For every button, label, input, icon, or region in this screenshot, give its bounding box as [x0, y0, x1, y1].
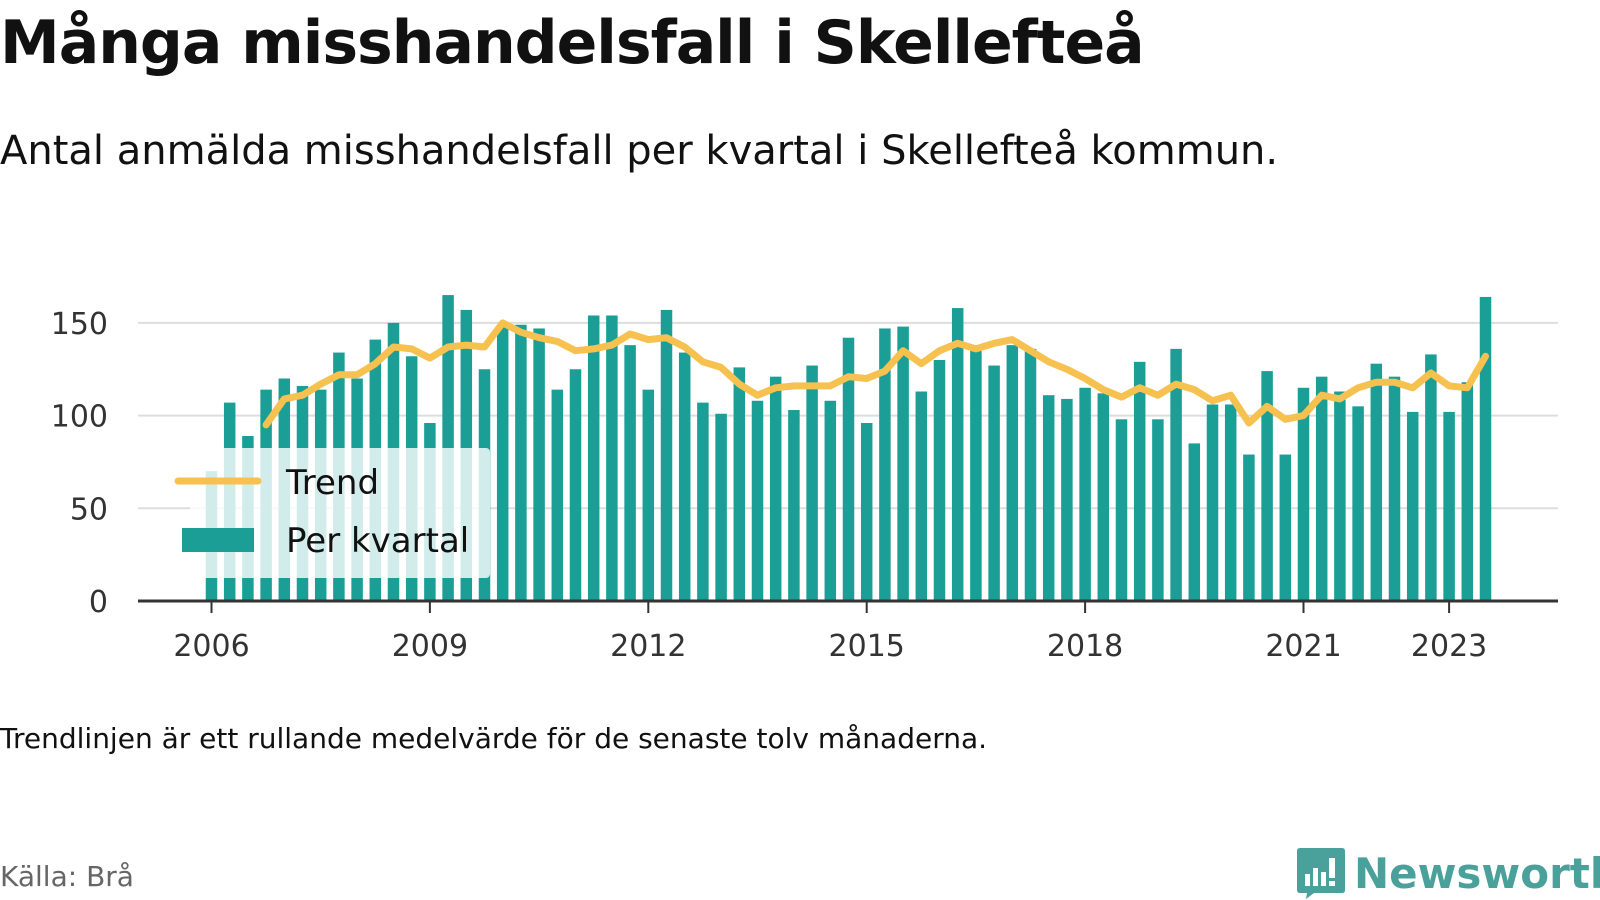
bar — [1243, 454, 1255, 601]
bar — [1079, 387, 1091, 601]
x-tick-label: 2015 — [829, 629, 905, 664]
bar — [951, 308, 964, 601]
legend-trend-label: Trend — [285, 463, 379, 503]
footnote: Trendlinjen är ett rullande medelvärde f… — [0, 722, 988, 755]
bar — [824, 400, 837, 601]
y-tick-label: 100 — [51, 400, 108, 435]
bar — [1352, 406, 1364, 601]
bar — [1115, 419, 1128, 601]
y-tick-label: 0 — [89, 585, 108, 620]
legend-bar-label: Per kvartal — [286, 521, 469, 561]
newsworthy-logo-icon — [1297, 848, 1345, 899]
newsworthy-logo: Newsworthy — [1296, 846, 1600, 900]
trend-line — [262, 319, 1489, 429]
bar — [678, 352, 691, 601]
x-tick-label: 2009 — [392, 629, 468, 664]
bar — [1279, 454, 1292, 601]
bar — [515, 324, 527, 601]
bar — [624, 345, 636, 601]
bar — [1170, 348, 1182, 601]
bar — [642, 389, 655, 601]
bar — [988, 365, 1000, 601]
y-tick-label: 150 — [51, 307, 108, 342]
bar — [551, 389, 564, 601]
bar — [769, 376, 782, 601]
bar — [1334, 391, 1346, 601]
legend-bar-swatch — [182, 528, 254, 552]
bar — [1024, 348, 1037, 601]
legend-background — [190, 448, 490, 578]
bar — [879, 328, 891, 601]
x-tick-label: 2023 — [1411, 629, 1487, 664]
bar — [715, 413, 727, 601]
x-tick-label: 2018 — [1047, 629, 1123, 664]
bar — [733, 367, 746, 601]
bar — [860, 423, 873, 601]
bar — [842, 337, 855, 601]
bar — [788, 410, 800, 601]
bar — [697, 402, 709, 601]
bar — [660, 309, 673, 601]
bar — [1006, 345, 1019, 601]
bar — [970, 350, 982, 601]
source-label: Källa: Brå — [0, 860, 134, 893]
y-tick-label: 50 — [70, 492, 108, 527]
bar — [1406, 411, 1419, 601]
y-axis-ticks: 0 50 100 150 — [51, 307, 108, 620]
bar — [1261, 371, 1273, 601]
legend: Trend Per kvartal — [174, 448, 490, 578]
bar — [806, 365, 818, 601]
bar — [1152, 419, 1164, 601]
bar — [1061, 398, 1073, 601]
bar — [606, 315, 618, 601]
bar — [1315, 376, 1328, 601]
x-tick-label: 2006 — [173, 629, 249, 664]
bar — [1388, 376, 1401, 601]
bar — [1370, 363, 1383, 601]
brand-name: Newsworthy — [1354, 848, 1600, 898]
bar — [1042, 395, 1055, 601]
chart: Trend Per kvartal 0 50 100 150 2006 2009 2012… — [51, 295, 1558, 664]
bar — [1461, 382, 1474, 601]
bar — [587, 315, 600, 601]
bar — [1297, 387, 1310, 601]
bar — [1425, 354, 1437, 601]
x-tick-label: 2021 — [1265, 629, 1341, 664]
bar — [569, 369, 582, 601]
bar — [933, 359, 946, 601]
bar — [496, 326, 509, 601]
bar — [1188, 443, 1201, 601]
bar — [1133, 361, 1146, 601]
trend-series — [262, 319, 1489, 429]
x-axis-ticks: 2006 2009 2012 2015 2018 2021 2023 — [173, 601, 1487, 664]
bar — [751, 400, 764, 601]
chart-subtitle: Antal anmälda misshandelsfall per kvarta… — [0, 128, 1279, 174]
bar — [1443, 411, 1455, 601]
bar — [915, 391, 928, 601]
bar — [1479, 296, 1492, 601]
bar — [1224, 404, 1237, 601]
chart-title: Många misshandelsfall i Skellefteå — [0, 8, 1145, 78]
bar — [1206, 404, 1219, 601]
bar — [533, 328, 545, 601]
bar — [1097, 393, 1110, 601]
bar — [897, 326, 909, 601]
x-tick-label: 2012 — [610, 629, 686, 664]
